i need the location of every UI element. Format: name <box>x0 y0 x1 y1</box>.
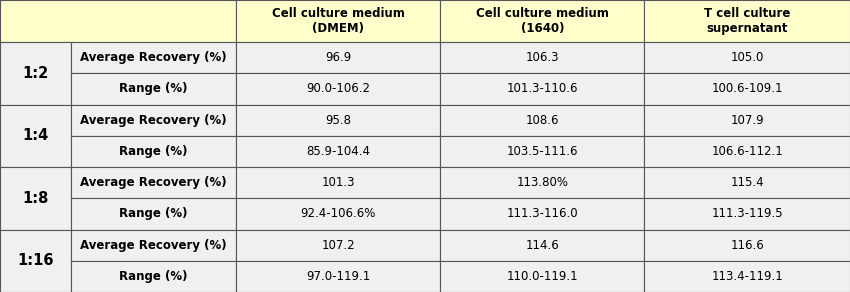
Bar <box>71 167 236 198</box>
Text: Average Recovery (%): Average Recovery (%) <box>80 114 227 127</box>
Bar <box>71 136 236 167</box>
Text: 100.6-109.1: 100.6-109.1 <box>711 82 783 95</box>
Text: 105.0: 105.0 <box>730 51 764 64</box>
Bar <box>440 73 644 105</box>
Text: Cell culture medium
(1640): Cell culture medium (1640) <box>476 7 609 35</box>
Bar <box>644 0 850 42</box>
Bar <box>0 105 71 167</box>
Bar <box>644 105 850 136</box>
Bar <box>236 73 440 105</box>
Bar <box>236 136 440 167</box>
Bar <box>440 198 644 230</box>
Text: Range (%): Range (%) <box>119 82 188 95</box>
Bar <box>440 105 644 136</box>
Text: 108.6: 108.6 <box>525 114 559 127</box>
Bar <box>440 261 644 292</box>
Text: 101.3-110.6: 101.3-110.6 <box>507 82 578 95</box>
Bar <box>644 73 850 105</box>
Bar <box>236 105 440 136</box>
Text: 113.4-119.1: 113.4-119.1 <box>711 270 783 283</box>
Bar <box>644 167 850 198</box>
Bar <box>440 167 644 198</box>
Text: 113.80%: 113.80% <box>516 176 569 189</box>
Text: 106.6-112.1: 106.6-112.1 <box>711 145 783 158</box>
Text: 116.6: 116.6 <box>730 239 764 252</box>
Text: 103.5-111.6: 103.5-111.6 <box>507 145 578 158</box>
Text: 101.3: 101.3 <box>321 176 355 189</box>
Bar <box>71 105 236 136</box>
Text: Average Recovery (%): Average Recovery (%) <box>80 51 227 64</box>
Bar <box>644 198 850 230</box>
Bar <box>236 198 440 230</box>
Bar <box>0 230 71 292</box>
Text: 96.9: 96.9 <box>326 51 351 64</box>
Bar <box>236 261 440 292</box>
Bar <box>440 136 644 167</box>
Text: Range (%): Range (%) <box>119 270 188 283</box>
Bar <box>236 167 440 198</box>
Text: 1:8: 1:8 <box>22 191 48 206</box>
Text: 106.3: 106.3 <box>525 51 559 64</box>
Bar <box>71 261 236 292</box>
Text: Range (%): Range (%) <box>119 207 188 220</box>
Bar <box>236 42 440 73</box>
Bar <box>644 230 850 261</box>
Bar <box>236 230 440 261</box>
Text: 107.2: 107.2 <box>321 239 355 252</box>
Text: 1:2: 1:2 <box>22 66 48 81</box>
Text: Range (%): Range (%) <box>119 145 188 158</box>
Text: 85.9-104.4: 85.9-104.4 <box>306 145 371 158</box>
Text: 1:16: 1:16 <box>17 253 54 268</box>
Bar <box>440 42 644 73</box>
Bar <box>236 0 440 42</box>
Text: 90.0-106.2: 90.0-106.2 <box>306 82 371 95</box>
Bar <box>0 0 236 42</box>
Text: Average Recovery (%): Average Recovery (%) <box>80 176 227 189</box>
Text: 95.8: 95.8 <box>326 114 351 127</box>
Text: 111.3-116.0: 111.3-116.0 <box>507 207 578 220</box>
Text: Average Recovery (%): Average Recovery (%) <box>80 239 227 252</box>
Bar <box>644 42 850 73</box>
Text: 114.6: 114.6 <box>525 239 559 252</box>
Bar <box>71 230 236 261</box>
Bar <box>71 73 236 105</box>
Bar <box>440 0 644 42</box>
Bar <box>0 167 71 230</box>
Bar <box>644 261 850 292</box>
Text: Cell culture medium
(DMEM): Cell culture medium (DMEM) <box>272 7 405 35</box>
Text: 115.4: 115.4 <box>730 176 764 189</box>
Text: 111.3-119.5: 111.3-119.5 <box>711 207 783 220</box>
Text: 110.0-119.1: 110.0-119.1 <box>507 270 578 283</box>
Text: 97.0-119.1: 97.0-119.1 <box>306 270 371 283</box>
Bar <box>0 42 71 105</box>
Text: 1:4: 1:4 <box>22 128 48 143</box>
Text: 107.9: 107.9 <box>730 114 764 127</box>
Text: 92.4-106.6%: 92.4-106.6% <box>301 207 376 220</box>
Bar <box>71 198 236 230</box>
Bar <box>71 42 236 73</box>
Text: T cell culture
supernatant: T cell culture supernatant <box>704 7 790 35</box>
Bar <box>644 136 850 167</box>
Bar <box>440 230 644 261</box>
